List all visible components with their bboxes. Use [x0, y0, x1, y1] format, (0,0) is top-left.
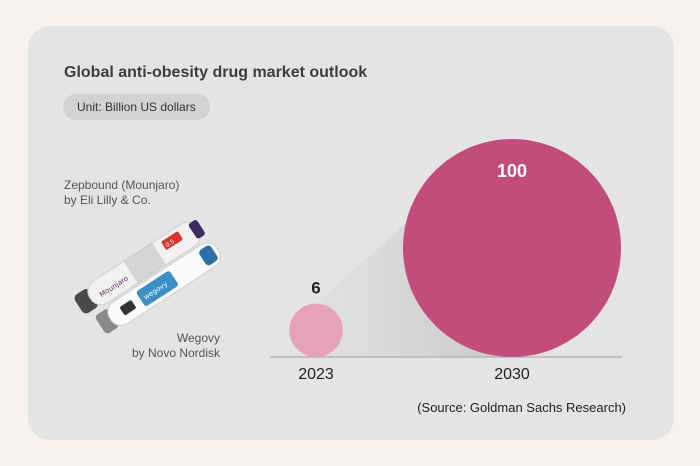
bubble-2023: [289, 303, 343, 357]
wegovy-label-line-2: by Novo Nordisk: [131, 346, 220, 360]
value-label-2030: 100: [497, 161, 527, 181]
category-label-2023: 2023: [298, 366, 334, 383]
mounjaro-pen: 0.5 Mounjaro: [74, 220, 205, 314]
mounjaro-dose-text: 0.5: [164, 238, 176, 249]
injection-pens-illustration: 0.5 Mounjaro wegovy: [74, 220, 221, 334]
category-label-2030: 2030: [494, 366, 530, 383]
wegovy-label: Wegovy by Novo Nordisk: [132, 331, 220, 361]
zepbound-label-line-1: Zepbound (Mounjaro): [64, 178, 180, 192]
wegovy-label-line-1: Wegovy: [176, 331, 220, 345]
wegovy-pen: wegovy: [95, 242, 221, 334]
value-label-2023: 6: [311, 279, 320, 298]
zepbound-label-line-2: by Eli Lilly & Co.: [64, 193, 151, 207]
chart-title: Global anti-obesity drug market outlook: [64, 64, 368, 81]
source-note: (Source: Goldman Sachs Research): [417, 400, 626, 415]
bubble-2030: [403, 139, 621, 357]
unit-badge: Unit: Billion US dollars: [63, 94, 210, 120]
zepbound-label: Zepbound (Mounjaro) by Eli Lilly & Co.: [64, 178, 179, 208]
